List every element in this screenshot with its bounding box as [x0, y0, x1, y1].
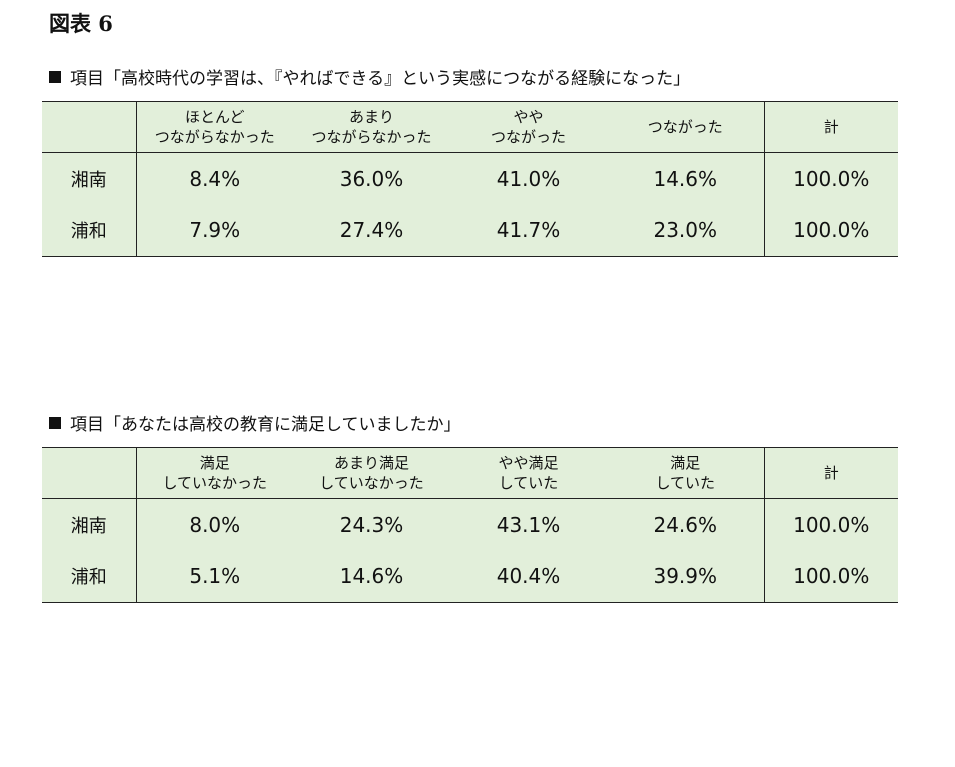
column-header: ほとんど つながらなかった	[136, 101, 293, 153]
column-header: あまり満足 していなかった	[293, 447, 450, 499]
cell-value: 43.1%	[496, 512, 561, 537]
table-1: ほとんど つながらなかった あまり つながらなかった やや つながった つながっ…	[42, 101, 898, 257]
cell-value: 23.0%	[607, 204, 764, 257]
column-header: あまり つながらなかった	[293, 101, 450, 153]
table-2: 満足 していなかった あまり満足 していなかった やや満足 していた 満足 して…	[42, 447, 898, 603]
column-header: 満足 していた	[607, 447, 764, 499]
cell-value: 39.9%	[607, 550, 764, 603]
table-row: 浦和 7.9% 27.4% 41.7% 23.0% 100.0%	[42, 204, 898, 257]
cell-value: 27.4%	[293, 204, 450, 257]
cell-value: 7.9%	[136, 204, 293, 257]
total-value: 100.0%	[763, 498, 898, 551]
cell-value: 36.0%	[339, 166, 404, 191]
table-header-row: 満足 していなかった あまり満足 していなかった やや満足 していた 満足 して…	[42, 447, 898, 499]
table-2-heading-text: 項目「あなたは高校の教育に満足していましたか」	[70, 415, 461, 435]
figure-title: 図表 6	[49, 11, 113, 36]
total-column-header: 計	[763, 447, 898, 499]
cell-value: 5.1%	[136, 550, 293, 603]
cell-value: 8.0%	[189, 512, 241, 537]
cell-value: 24.6%	[653, 512, 718, 537]
total-column-header: 計	[763, 101, 898, 153]
row-label: 浦和	[42, 204, 137, 257]
cell-value: 40.4%	[450, 550, 607, 603]
column-header: 満足 していなかった	[136, 447, 293, 499]
cell-value: 41.7%	[450, 204, 607, 257]
cell-value: 14.6%	[293, 550, 450, 603]
corner-cell	[42, 101, 137, 153]
table-2-heading: 項目「あなたは高校の教育に満足していましたか」	[49, 410, 461, 435]
cell-value: 8.4%	[189, 166, 241, 191]
table-header-row: ほとんど つながらなかった あまり つながらなかった やや つながった つながっ…	[42, 101, 898, 153]
row-label: 湘南	[42, 152, 137, 205]
column-header: やや満足 していた	[450, 447, 607, 499]
total-value: 100.0%	[763, 152, 898, 205]
table-1-heading: 項目「高校時代の学習は、『やればできる』という実感につながる経験になった」	[49, 64, 690, 89]
table-1-heading-text: 項目「高校時代の学習は、『やればできる』という実感につながる経験になった」	[70, 69, 691, 89]
table-row: 浦和 5.1% 14.6% 40.4% 39.9% 100.0%	[42, 550, 898, 603]
cell-value: 14.6%	[653, 166, 718, 191]
row-label: 湘南	[42, 498, 137, 551]
cell-value: 24.3%	[339, 512, 404, 537]
corner-cell	[42, 447, 137, 499]
row-label: 浦和	[42, 550, 137, 603]
total-value: 100.0%	[763, 204, 898, 257]
column-header: つながった	[607, 101, 764, 153]
cell-value: 41.0%	[496, 166, 561, 191]
column-header: やや つながった	[450, 101, 607, 153]
black-square-icon	[49, 70, 61, 83]
black-square-icon	[49, 416, 61, 429]
table-row: 湘南 8.4% 36.0% 41.0% 14.6% 100.0%	[42, 152, 898, 205]
total-value: 100.0%	[763, 550, 898, 603]
table-row: 湘南 8.0% 24.3% 43.1% 24.6% 100.0%	[42, 498, 898, 551]
